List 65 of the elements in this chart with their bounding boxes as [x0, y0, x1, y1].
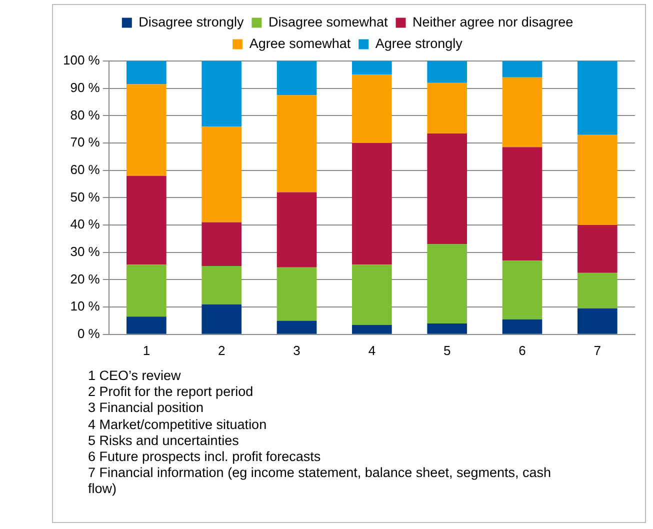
text: 5 Risks and uncertainties [88, 432, 240, 450]
legend-label: Agree somewhat [249, 36, 351, 51]
legend-label: Disagree strongly [138, 14, 244, 30]
y-tick-label: 100 % [62, 52, 100, 68]
bar [578, 225, 618, 273]
bar [202, 222, 242, 266]
bar [126, 176, 166, 265]
legend-label: Disagree somewhat [268, 14, 388, 30]
y-tick-label: 20 % [70, 271, 100, 286]
bar [202, 266, 242, 304]
bar [276, 61, 317, 96]
bar [578, 134, 618, 226]
bar [502, 319, 542, 334]
text: 2 Profit for the report period [88, 384, 254, 400]
bar [578, 272, 618, 308]
bar [202, 304, 242, 334]
bar [352, 143, 392, 265]
bar [352, 61, 392, 75]
x-tick-label: 2 [218, 342, 226, 358]
x-tick-label: 5 [443, 342, 451, 358]
bar [276, 95, 317, 192]
bar [352, 324, 392, 334]
x-tick-label: 1 [142, 342, 150, 358]
text: 1 CEO’s review [88, 368, 182, 384]
y-tick-label: 0 % [77, 326, 100, 341]
text: 3 Financial position [88, 400, 205, 417]
bar [427, 61, 468, 83]
bar [352, 264, 392, 325]
text: 7 Financial information (eg income statement, balance sheet, segments, cash flow) [88, 465, 552, 498]
bar [502, 260, 542, 320]
bar [352, 74, 392, 144]
bar [276, 320, 317, 334]
y-tick-label: 50 % [70, 189, 100, 204]
bar [502, 77, 542, 148]
bar [578, 61, 618, 135]
bar [502, 147, 542, 261]
bar [578, 308, 618, 334]
bar [126, 84, 166, 176]
bar [202, 61, 242, 127]
bar [126, 316, 166, 334]
text: 6 Future prospects incl. profit forecasts [88, 449, 322, 466]
bar [427, 82, 468, 134]
y-tick-label: 80 % [70, 107, 100, 122]
bar [427, 323, 468, 334]
bar [427, 133, 468, 244]
x-tick-label: 4 [368, 342, 376, 358]
bar [126, 264, 166, 317]
x-tick-label: 6 [518, 342, 526, 358]
bar [276, 267, 317, 321]
y-tick-label: 40 % [70, 216, 100, 232]
bar [202, 126, 242, 222]
y-tick-label: 60 % [70, 162, 100, 177]
bar [276, 192, 317, 268]
y-tick-label: 10 % [70, 298, 100, 314]
bar [427, 244, 468, 324]
y-tick-label: 70 % [70, 134, 100, 150]
x-tick-label: 3 [293, 342, 300, 358]
y-tick-label: 30 % [70, 244, 100, 259]
legend-label: Agree strongly [375, 36, 463, 51]
y-tick-label: 90 % [70, 80, 100, 95]
legend-label: Neither agree nor disagree [412, 14, 574, 30]
text: 4 Market/competitive situation [88, 416, 268, 433]
bar [126, 61, 166, 84]
bar [502, 61, 542, 78]
x-tick-label: 7 [594, 342, 602, 358]
